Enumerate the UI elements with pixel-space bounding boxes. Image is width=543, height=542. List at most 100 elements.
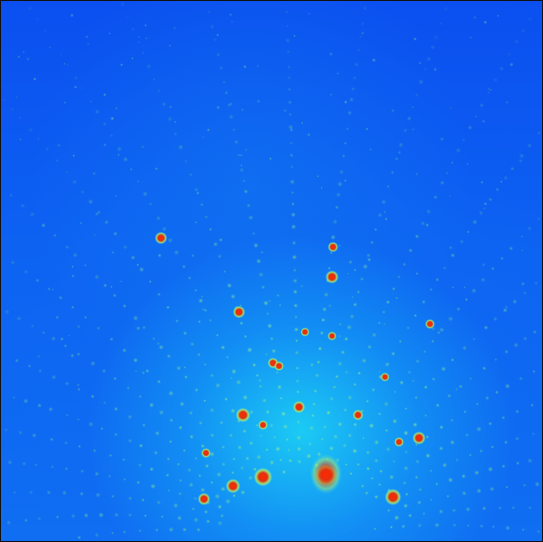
diffraction-spot (110, 285, 113, 289)
diffraction-spot (390, 170, 395, 175)
diffraction-spot (219, 65, 224, 70)
diffraction-spot (292, 289, 298, 295)
diffraction-spot (482, 366, 487, 371)
diffraction-spot (455, 147, 462, 154)
diffraction-spot (173, 120, 177, 124)
diffraction-spot (501, 464, 506, 469)
diffraction-spot (131, 27, 136, 32)
diffraction-spot (378, 370, 381, 373)
diffraction-spot (228, 433, 234, 438)
diffraction-spot (332, 219, 338, 225)
diffraction-spot (210, 433, 215, 438)
diffraction-spot (24, 518, 29, 523)
diffraction-spot (402, 480, 407, 485)
diffraction-spot (505, 485, 509, 489)
diffraction-spot (450, 418, 454, 422)
bright-reflection (327, 331, 337, 341)
diffraction-spot (296, 446, 302, 452)
diffraction-spot (76, 324, 81, 329)
diffraction-spot (21, 461, 27, 466)
diffraction-spot (65, 170, 69, 174)
diffraction-spot (412, 422, 418, 428)
diffraction-spot (114, 512, 119, 518)
diffraction-spot (370, 240, 374, 245)
diffraction-spot (127, 414, 133, 420)
diffraction-spot (203, 362, 207, 367)
diffraction-spot (183, 331, 188, 336)
diffraction-spot (136, 263, 140, 267)
diffraction-spot (393, 390, 397, 394)
diffraction-spot (215, 382, 221, 389)
diffraction-spot (353, 268, 357, 272)
diffraction-spot (360, 22, 365, 26)
diffraction-spot (122, 303, 127, 309)
diffraction-spot (352, 302, 358, 307)
diffraction-spot (144, 36, 148, 40)
diffraction-spot (343, 408, 348, 413)
diffraction-spot (166, 353, 172, 359)
diffraction-spot (287, 65, 291, 69)
diffraction-spot (352, 448, 358, 454)
diffraction-spot (380, 199, 387, 205)
diffraction-spot (141, 145, 145, 149)
diffraction-spot (458, 384, 463, 389)
diffraction-spot (439, 136, 445, 142)
diffraction-spot (219, 420, 224, 425)
diffraction-spot (157, 89, 161, 93)
diffraction-spot (413, 37, 417, 41)
diffraction-spot (466, 230, 470, 234)
diffraction-spot (351, 295, 354, 299)
diffraction-spot (104, 219, 109, 225)
diffraction-spot (456, 306, 461, 312)
diffraction-spot (260, 250, 264, 254)
diffraction-spot (209, 24, 215, 30)
diffraction-spot (252, 362, 257, 368)
diffraction-spot (265, 448, 269, 452)
diffraction-spot (37, 516, 42, 521)
diffraction-spot (70, 513, 76, 519)
diffraction-spot (240, 466, 245, 471)
diffraction-spot (536, 529, 541, 534)
diffraction-spot (204, 215, 209, 219)
diffraction-spot (146, 63, 152, 69)
diffraction-spot (338, 334, 341, 338)
diffraction-spot (313, 389, 318, 394)
diffraction-spot (176, 462, 181, 466)
diffraction-spot (394, 157, 399, 161)
diffraction-spot (80, 86, 84, 90)
diffraction-spot (237, 444, 243, 451)
diffraction-spot (252, 467, 257, 472)
diffraction-spot (356, 462, 360, 467)
diffraction-spot (518, 158, 523, 163)
diffraction-spot (371, 58, 376, 63)
diffraction-spot (231, 470, 235, 475)
diffraction-spot (522, 483, 527, 487)
diffraction-spot (507, 52, 512, 57)
diffraction-spot (248, 440, 254, 446)
diffraction-spot (495, 390, 499, 395)
diffraction-spot (422, 511, 426, 516)
diffraction-spot (306, 453, 312, 459)
diffraction-spot (51, 374, 57, 380)
diffraction-spot (388, 474, 395, 480)
diffraction-spot (76, 417, 80, 421)
diffraction-spot (287, 76, 291, 80)
diffraction-spot (60, 337, 64, 341)
diffraction-spot (258, 271, 264, 278)
diffraction-spot (187, 467, 192, 473)
diffraction-spot (71, 179, 78, 185)
diffraction-spot (527, 226, 532, 231)
diffraction-spot (297, 459, 302, 464)
diffraction-spot (41, 223, 46, 228)
diffraction-spot (480, 277, 486, 283)
diffraction-spot (345, 127, 349, 131)
diffraction-spot (463, 286, 466, 289)
diffraction-spot (166, 305, 170, 310)
diffraction-spot (415, 272, 419, 276)
diffraction-spot (201, 307, 206, 312)
diffraction-spot (234, 139, 239, 145)
diffraction-spot (468, 453, 472, 457)
diffraction-spot (452, 523, 457, 528)
diffraction-spot (366, 466, 371, 471)
